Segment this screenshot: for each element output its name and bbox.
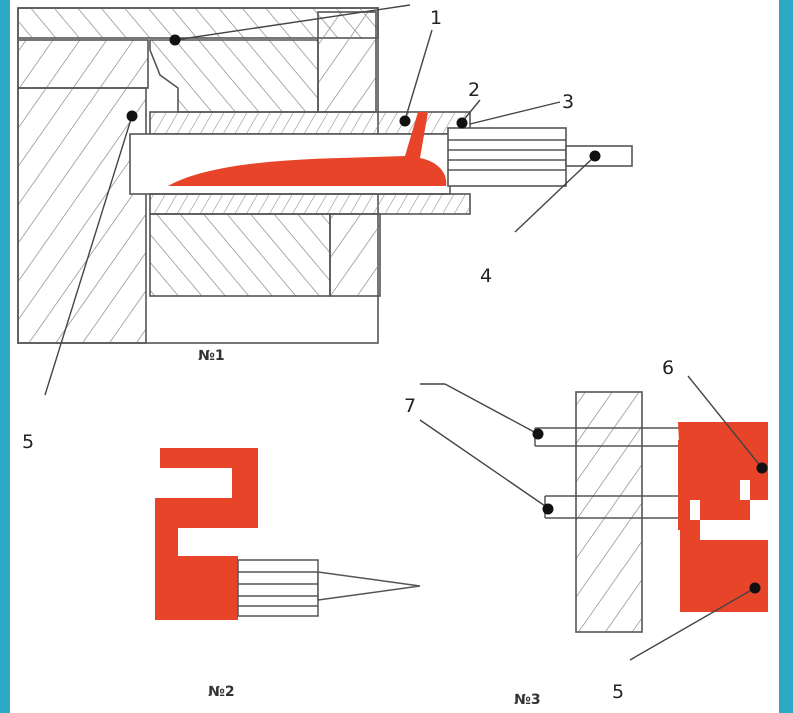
caption-fig3: №3 [514,692,541,708]
right-frame-bar [779,0,793,713]
label-4: 4 [480,265,492,287]
leaders-fig3 [419,375,763,661]
lower-sleeve [149,193,471,215]
label-1: 1 [430,7,442,29]
caption-fig2: №2 [208,684,235,700]
left-frame-bar [0,0,10,713]
plunger-body [447,127,567,187]
mould-lower-right [329,213,381,297]
casting-fig3-fill [678,440,740,530]
label-7: 7 [404,395,416,417]
mould-lower-block [149,213,331,297]
label-3: 3 [562,91,574,113]
mould-upper-right [317,11,377,113]
figure-2 [155,448,421,620]
casting-fig2 [155,448,258,620]
plunger-fig2 [237,559,319,617]
mould-left-block [17,87,147,344]
label-5-fig1: 5 [22,431,34,453]
figure-3 [534,391,768,633]
label-6: 6 [662,357,674,379]
dots-fig1 [126,34,601,162]
dots-fig3 [532,428,768,594]
plunger-tip-fig2 [317,571,421,601]
molten-metal-fig1 [168,112,447,186]
die-plate-fig3 [575,391,643,633]
label-2: 2 [468,79,480,101]
mould-upper-block [149,39,319,113]
mould-top-left-plate [17,39,149,89]
leaders-fig1 [44,4,596,396]
label-5-fig3: 5 [612,681,624,703]
caption-fig1: №1 [198,348,225,364]
